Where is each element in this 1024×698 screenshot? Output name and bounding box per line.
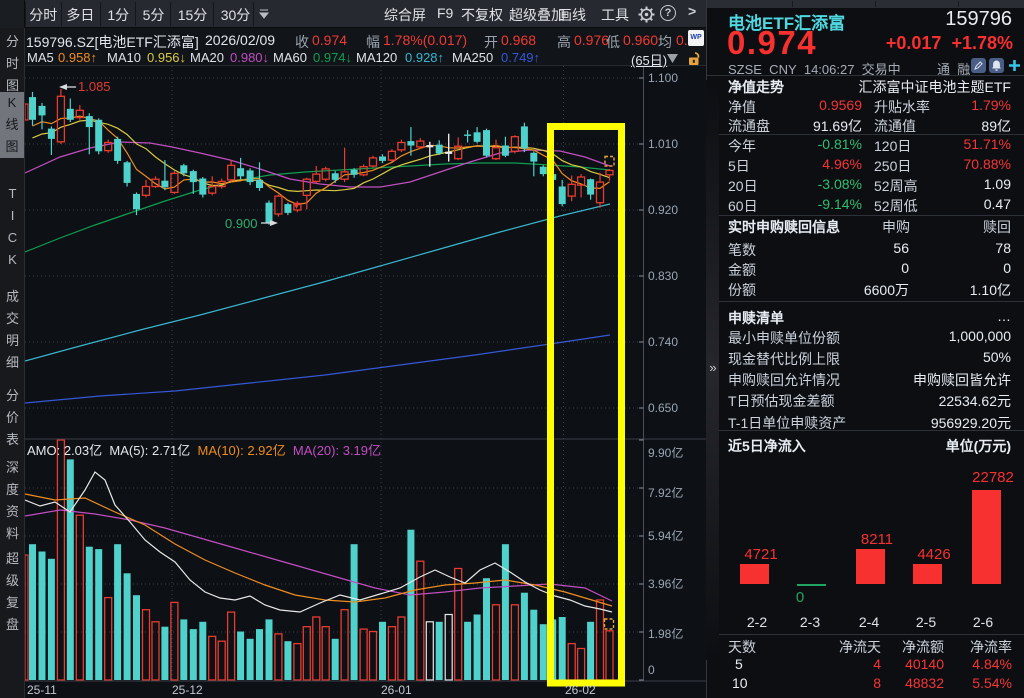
svg-text:0.900: 0.900 [225, 216, 258, 231]
svg-text:1.085: 1.085 [78, 79, 111, 94]
